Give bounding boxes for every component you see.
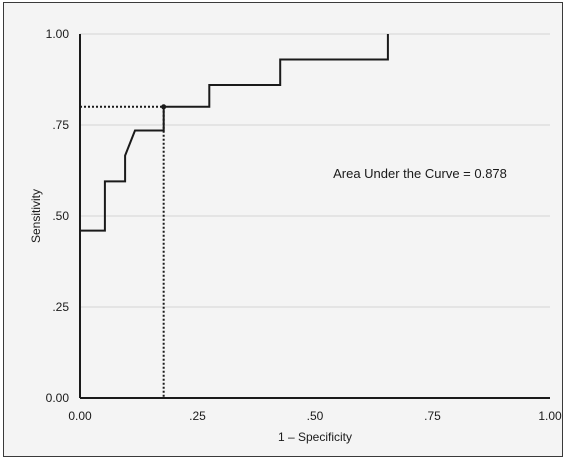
y-tick-label-4: 1.00 xyxy=(46,27,70,41)
chart-frame xyxy=(3,2,563,457)
x-tick-label-4: 1.00 xyxy=(538,409,562,423)
roc-curve-group xyxy=(79,34,389,398)
cutoff-point-marker xyxy=(161,104,167,110)
y-tick-labels: 0.00 .25 .50 .75 1.00 xyxy=(46,27,70,405)
y-tick-label-2: .50 xyxy=(52,209,69,223)
auc-annotation: Area Under the Curve = 0.878 xyxy=(333,166,507,181)
x-tick-label-0: 0.00 xyxy=(68,409,92,423)
cutoff-guides xyxy=(80,105,165,398)
y-tick-label-3: .75 xyxy=(52,118,69,132)
x-tick-label-2: .50 xyxy=(307,409,324,423)
x-tick-labels: 0.00 .25 .50 .75 1.00 xyxy=(68,409,562,423)
y-axis-title: Sensitivity xyxy=(29,189,43,243)
y-tick-label-1: .25 xyxy=(52,300,69,314)
cutoff-marker-group xyxy=(161,104,167,110)
y-tick-label-0: 0.00 xyxy=(46,391,70,405)
x-axis-title: 1 – Specificity xyxy=(278,430,352,444)
x-tick-label-3: .75 xyxy=(424,409,441,423)
grid-lines xyxy=(80,33,550,308)
x-tick-label-1: .25 xyxy=(189,409,206,423)
roc-curve-line-0 xyxy=(79,34,389,398)
